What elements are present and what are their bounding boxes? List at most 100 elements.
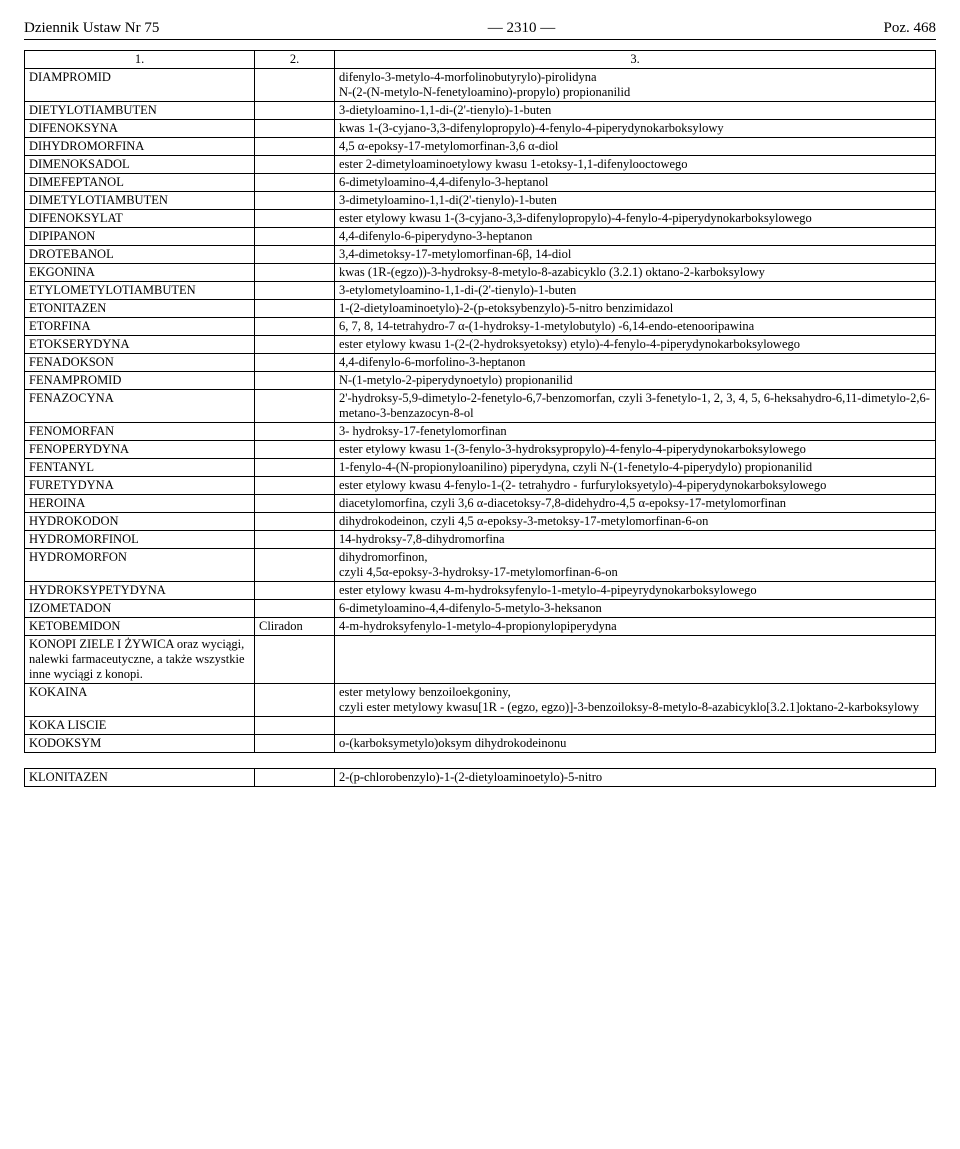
table-row: DROTEBANOL3,4-dimetoksy-17-metylomorfina… [25, 246, 936, 264]
page-header: Dziennik Ustaw Nr 75 — 2310 — Poz. 468 [24, 20, 936, 40]
description-cell: 4,5 α-epoksy-17-metylomorfinan-3,6 α-dio… [335, 138, 936, 156]
substance-name-cell: DIMEFEPTANOL [25, 174, 255, 192]
description-cell: ester etylowy kwasu 1-(3-fenylo-3-hydrok… [335, 441, 936, 459]
substance-name-cell: FENOMORFAN [25, 423, 255, 441]
substances-table: 1.2.3.DIAMPROMIDdifenylo-3-metylo-4-morf… [24, 50, 936, 787]
trade-name-cell [255, 69, 335, 102]
table-row: HEROINAdiacetylomorfina, czyli 3,6 α-dia… [25, 495, 936, 513]
trade-name-cell [255, 264, 335, 282]
substance-name-cell: FENAZOCYNA [25, 390, 255, 423]
description-cell: 3- hydroksy-17-fenetylomorfinan [335, 423, 936, 441]
trade-name-cell [255, 102, 335, 120]
table-row: ETONITAZEN1-(2-dietyloaminoetylo)-2-(p-e… [25, 300, 936, 318]
table-row: EKGONINAkwas (1R-(egzo))-3-hydroksy-8-me… [25, 264, 936, 282]
description-cell: 4,4-difenylo-6-piperydyno-3-heptanon [335, 228, 936, 246]
substance-name-cell: KETOBEMIDON [25, 618, 255, 636]
substance-name-cell: DIPIPANON [25, 228, 255, 246]
table-row: DIFENOKSYNAkwas 1-(3-cyjano-3,3-difenylo… [25, 120, 936, 138]
trade-name-cell [255, 769, 335, 787]
trade-name-cell [255, 354, 335, 372]
substance-name-cell: ETOKSERYDYNA [25, 336, 255, 354]
description-cell: ester etylowy kwasu 4-m-hydroksyfenylo-1… [335, 582, 936, 600]
substance-name-cell: FENTANYL [25, 459, 255, 477]
description-cell: dihydromorfinon,czyli 4,5α-epoksy-3-hydr… [335, 549, 936, 582]
description-cell: ester etylowy kwasu 1-(2-(2-hydroksyetok… [335, 336, 936, 354]
substance-name-cell: FENADOKSON [25, 354, 255, 372]
trade-name-cell: Cliradon [255, 618, 335, 636]
trade-name-cell [255, 684, 335, 717]
substance-name-cell: DIMETYLOTIAMBUTEN [25, 192, 255, 210]
description-cell: 3-etylometyloamino-1,1-di-(2'-tienylo)-1… [335, 282, 936, 300]
substance-name-cell: HYDROMORFON [25, 549, 255, 582]
description-cell: difenylo-3-metylo-4-morfolinobutyrylo)-p… [335, 69, 936, 102]
substance-name-cell: DIETYLOTIAMBUTEN [25, 102, 255, 120]
substance-name-cell: HEROINA [25, 495, 255, 513]
table-row: KODOKSYM o-(karboksymetylo)oksym dihydrok… [25, 735, 936, 753]
table-row [25, 753, 936, 769]
description-cell: 3-dietyloamino-1,1-di-(2'-tienylo)-1-but… [335, 102, 936, 120]
description-cell: 2-(p-chlorobenzylo)-1-(2-dietyloaminoety… [335, 769, 936, 787]
trade-name-cell [255, 477, 335, 495]
table-row: FENAMPROMIDN-(1-metylo-2-piperydynoetylo… [25, 372, 936, 390]
table-row: KONOPI ZIELE I ŻYWICA oraz wyciągi, nale… [25, 636, 936, 684]
substance-name-cell: DIFENOKSYNA [25, 120, 255, 138]
description-cell: 1-fenylo-4-(N-propionyloanilino) piperyd… [335, 459, 936, 477]
trade-name-cell [255, 513, 335, 531]
trade-name-cell [255, 459, 335, 477]
substance-name-cell: DIFENOKSYLAT [25, 210, 255, 228]
trade-name-cell [255, 192, 335, 210]
table-row: HYDROKSYPETYDYNA ester etylowy kwasu 4-m-… [25, 582, 936, 600]
trade-name-cell [255, 636, 335, 684]
substance-name-cell: HYDROKSYPETYDYNA [25, 582, 255, 600]
trade-name-cell [255, 372, 335, 390]
trade-name-cell [255, 336, 335, 354]
trade-name-cell [255, 228, 335, 246]
description-cell: ester 2-dimetyloaminoetylowy kwasu 1-eto… [335, 156, 936, 174]
substance-name-cell: DIHYDROMORFINA [25, 138, 255, 156]
spacer-cell [25, 753, 255, 769]
description-cell: ester etylowy kwasu 1-(3-cyjano-3,3-dife… [335, 210, 936, 228]
trade-name-cell [255, 600, 335, 618]
table-row: FENOPERYDYNA ester etylowy kwasu 1-(3-fen… [25, 441, 936, 459]
description-cell: kwas (1R-(egzo))-3-hydroksy-8-metylo-8-a… [335, 264, 936, 282]
table-row: DIMETYLOTIAMBUTEN 3-dimetyloamino-1,1-di(… [25, 192, 936, 210]
trade-name-cell [255, 582, 335, 600]
trade-name-cell [255, 138, 335, 156]
substance-name-cell: IZOMETADON [25, 600, 255, 618]
header-left: Dziennik Ustaw Nr 75 [24, 20, 159, 37]
table-row: ETOKSERYDYNA ester etylowy kwasu 1-(2-(2-… [25, 336, 936, 354]
column-number-cell: 3. [335, 51, 936, 69]
substance-name-cell: KONOPI ZIELE I ŻYWICA oraz wyciągi, nale… [25, 636, 255, 684]
table-row: DIMEFEPTANOL6-dimetyloamino-4,4-difenylo… [25, 174, 936, 192]
description-cell: N-(1-metylo-2-piperydynoetylo) propionan… [335, 372, 936, 390]
description-cell: 14-hydroksy-7,8-dihydromorfina [335, 531, 936, 549]
substance-name-cell: HYDROKODON [25, 513, 255, 531]
description-cell: 4-m-hydroksyfenylo-1-metylo-4-propionylo… [335, 618, 936, 636]
description-cell: o-(karboksymetylo)oksym dihydrokodeinonu [335, 735, 936, 753]
description-cell [335, 636, 936, 684]
substance-name-cell: DIAMPROMID [25, 69, 255, 102]
table-row: DIETYLOTIAMBUTEN 3-dietyloamino-1,1-di-(2… [25, 102, 936, 120]
table-row: FENAZOCYNA2'-hydroksy-5,9-dimetylo-2-fen… [25, 390, 936, 423]
table-row: IZOMETADON 6-dimetyloamino-4,4-difenylo-5… [25, 600, 936, 618]
table-row: KETOBEMIDONCliradon4-m-hydroksyfenylo-1-… [25, 618, 936, 636]
column-number-cell: 1. [25, 51, 255, 69]
table-row: DIFENOKSYLAT ester etylowy kwasu 1-(3-cyj… [25, 210, 936, 228]
trade-name-cell [255, 423, 335, 441]
substance-name-cell: KODOKSYM [25, 735, 255, 753]
substance-name-cell: FENOPERYDYNA [25, 441, 255, 459]
table-row: HYDROMORFON dihydromorfinon,czyli 4,5α-ep… [25, 549, 936, 582]
trade-name-cell [255, 120, 335, 138]
trade-name-cell [255, 174, 335, 192]
table-row: DIMENOKSADOLester 2-dimetyloaminoetylowy… [25, 156, 936, 174]
substance-name-cell: KOKAINA [25, 684, 255, 717]
description-cell: 3,4-dimetoksy-17-metylomorfinan-6β, 14-d… [335, 246, 936, 264]
trade-name-cell [255, 717, 335, 735]
table-row: KOKA LISCIE [25, 717, 936, 735]
substance-name-cell: ETORFINA [25, 318, 255, 336]
table-row: FENTANYL 1-fenylo-4-(N-propionyloanilino)… [25, 459, 936, 477]
trade-name-cell [255, 282, 335, 300]
description-cell: 4,4-difenylo-6-morfolino-3-heptanon [335, 354, 936, 372]
description-cell: 6-dimetyloamino-4,4-difenylo-5-metylo-3-… [335, 600, 936, 618]
description-cell: 3-dimetyloamino-1,1-di(2'-tienylo)-1-but… [335, 192, 936, 210]
